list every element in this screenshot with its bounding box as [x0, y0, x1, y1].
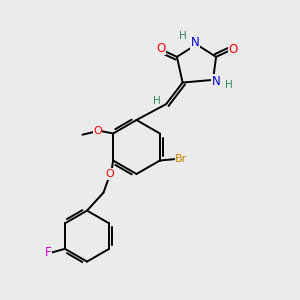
Text: O: O [157, 41, 166, 55]
Text: O: O [106, 169, 115, 179]
Text: H: H [153, 95, 160, 106]
Text: N: N [190, 36, 200, 50]
Text: H: H [225, 80, 232, 90]
Text: H: H [179, 31, 187, 41]
Text: N: N [212, 75, 220, 88]
Text: O: O [93, 126, 102, 136]
Text: O: O [229, 43, 238, 56]
Text: F: F [45, 246, 52, 259]
Text: Br: Br [176, 154, 188, 164]
